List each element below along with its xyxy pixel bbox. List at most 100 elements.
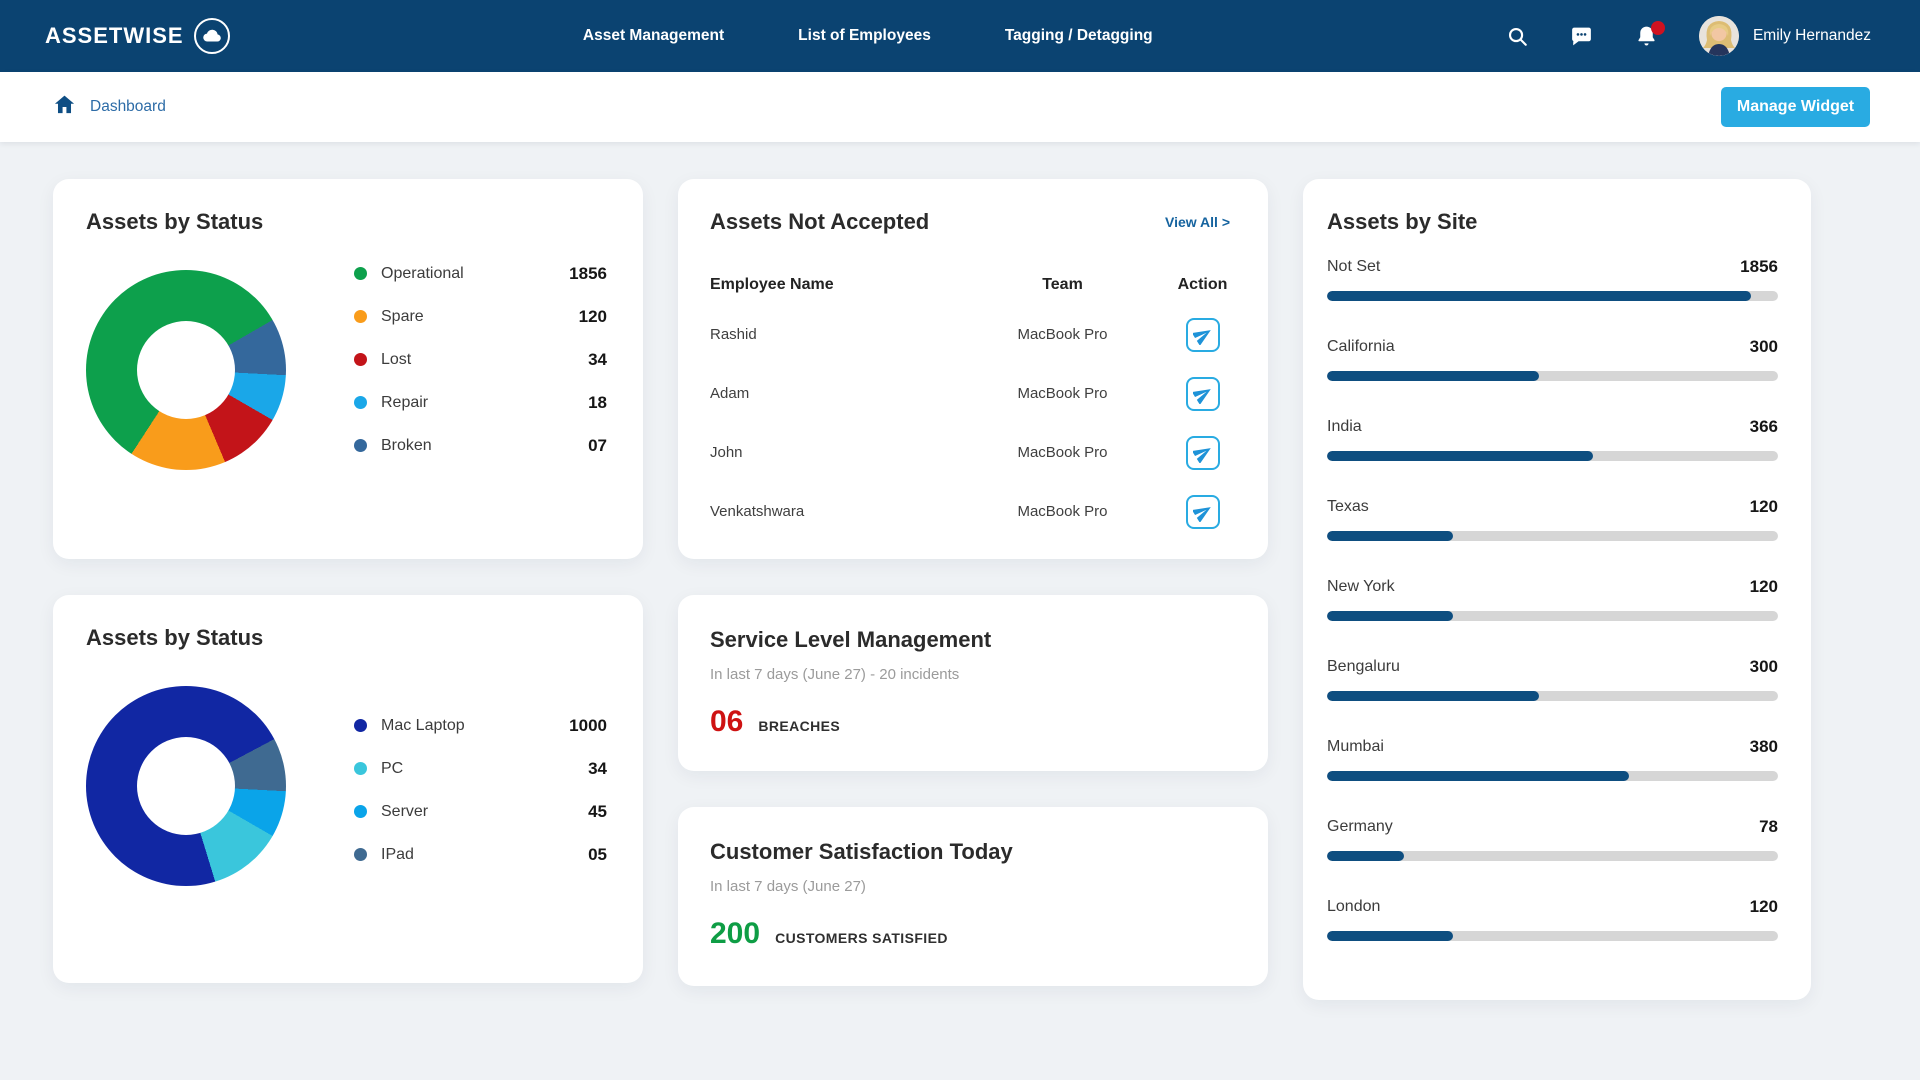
card-title: Assets by Site — [1327, 209, 1478, 234]
legend-item: PC 34 — [354, 747, 607, 790]
breadcrumb-label[interactable]: Dashboard — [90, 98, 166, 115]
table-row: Adam MacBook Pro — [710, 364, 1230, 423]
progress-track — [1327, 451, 1778, 461]
site-label: Mumbai — [1327, 738, 1384, 755]
messages-icon[interactable] — [1569, 24, 1594, 49]
legend-dot — [354, 310, 367, 323]
site-value: 78 — [1759, 817, 1778, 836]
site-value: 300 — [1749, 657, 1778, 676]
send-asset-button[interactable] — [1185, 376, 1220, 411]
breaches-label: BREACHES — [758, 718, 841, 734]
table-row: Rashid MacBook Pro — [710, 305, 1230, 364]
legend-value: 18 — [588, 392, 607, 412]
site-row: Bengaluru 300 — [1327, 657, 1778, 737]
legend-value: 07 — [588, 435, 607, 455]
column-header-action: Action — [1177, 276, 1228, 293]
customers-satisfied-count: 200 — [710, 917, 761, 950]
progress-track — [1327, 531, 1778, 541]
site-row: New York 120 — [1327, 577, 1778, 657]
progress-fill — [1327, 931, 1454, 941]
manage-widget-button[interactable]: Manage Widget — [1721, 87, 1870, 127]
column-header-employee-name: Employee Name — [710, 276, 834, 293]
legend-label: Spare — [381, 307, 424, 325]
legend-value: 1856 — [569, 263, 607, 283]
progress-fill — [1327, 451, 1594, 461]
assets-by-status-donut-1 — [86, 270, 286, 470]
table-row: Venkatshwara MacBook Pro — [710, 482, 1230, 541]
breaches-count: 06 — [710, 705, 744, 738]
site-row: Germany 78 — [1327, 817, 1778, 897]
site-row: Texas 120 — [1327, 497, 1778, 577]
progress-fill — [1327, 691, 1539, 701]
site-value: 120 — [1749, 897, 1778, 916]
site-row: India 366 — [1327, 417, 1778, 497]
send-asset-button[interactable] — [1185, 317, 1220, 352]
employee-name: Venkatshwara — [710, 503, 805, 520]
site-label: Not Set — [1327, 258, 1381, 275]
legend-dot — [354, 762, 367, 775]
table-row: John MacBook Pro — [710, 423, 1230, 482]
site-value: 120 — [1749, 577, 1778, 596]
legend-item: Broken 07 — [354, 424, 607, 467]
legend-item: Repair 18 — [354, 381, 607, 424]
site-value: 120 — [1749, 497, 1778, 516]
send-asset-button[interactable] — [1185, 435, 1220, 470]
card-title: Customer Satisfaction Today — [710, 839, 1013, 864]
site-row: Not Set 1856 — [1327, 257, 1778, 337]
nav-item-asset-management[interactable]: Asset Management — [582, 27, 725, 44]
view-all-link[interactable]: View All > — [1165, 214, 1230, 230]
legend-label: PC — [381, 759, 404, 777]
donut-hole — [137, 321, 235, 419]
site-value: 300 — [1749, 337, 1778, 356]
progress-track — [1327, 851, 1778, 861]
legend-label: Server — [381, 802, 429, 820]
primary-nav: Asset Management List of Employees Taggi… — [230, 27, 1506, 45]
brand[interactable]: ASSETWISE e — [45, 18, 230, 54]
nav-item-list-of-employees[interactable]: List of Employees — [798, 27, 931, 44]
user-name: Emily Hernandez — [1752, 27, 1871, 44]
site-row: California 300 — [1327, 337, 1778, 417]
breadcrumb[interactable]: Dashboard — [53, 93, 166, 121]
site-label: New York — [1327, 578, 1395, 595]
top-navbar: ASSETWISE e Asset Management List of Emp… — [0, 0, 1920, 72]
avatar — [1698, 16, 1739, 56]
user-menu[interactable]: Emily Hernandez — [1698, 16, 1871, 56]
progress-fill — [1327, 371, 1539, 381]
employee-team: MacBook Pro — [1017, 444, 1108, 461]
progress-track — [1327, 371, 1778, 381]
employee-team: MacBook Pro — [1017, 503, 1108, 520]
card-subtitle: In last 7 days (June 27) - 20 incidents — [710, 666, 960, 683]
customers-satisfied-label: CUSTOMERS SATISFIED — [775, 930, 948, 946]
site-label: India — [1327, 418, 1362, 435]
service-level-management-card: Service Level Management In last 7 days … — [678, 595, 1268, 771]
assets-by-status-card-1: Assets by Status Operational 1856 Spare … — [53, 179, 643, 559]
legend-item: Server 45 — [354, 790, 607, 833]
table-header-row: Employee Name Team Action — [710, 265, 1230, 305]
legend-dot — [354, 719, 367, 732]
dashboard-content: Assets by Status Operational 1856 Spare … — [0, 142, 1920, 1000]
site-list: Not Set 1856 California 300 India 36 — [1327, 257, 1778, 977]
legend-dot — [354, 805, 367, 818]
cloud-logo-icon: e — [193, 18, 230, 54]
legend-item: Operational 1856 — [354, 252, 607, 295]
card-subtitle: In last 7 days (June 27) — [710, 878, 866, 895]
legend-item: Spare 120 — [354, 295, 607, 338]
notifications-bell-icon[interactable] — [1634, 20, 1665, 49]
site-row: London 120 — [1327, 897, 1778, 977]
nav-item-tagging-detagging[interactable]: Tagging / Detagging — [1004, 27, 1153, 44]
employee-team: MacBook Pro — [1017, 385, 1108, 402]
nav-utilities: Emily Hernandez — [1506, 16, 1871, 56]
progress-track — [1327, 771, 1778, 781]
legend-label: Mac Laptop — [381, 716, 465, 734]
customer-satisfaction-card: Customer Satisfaction Today In last 7 da… — [678, 807, 1268, 986]
brand-name: ASSETWISE — [45, 23, 184, 48]
donut-legend: Operational 1856 Spare 120 Lost 34 — [354, 252, 607, 467]
legend-value: 1000 — [569, 715, 607, 735]
card-title: Assets by Status — [86, 625, 264, 650]
site-label: Germany — [1327, 818, 1393, 835]
legend-value: 34 — [588, 349, 607, 369]
search-icon[interactable] — [1506, 25, 1529, 48]
send-asset-button[interactable] — [1185, 494, 1220, 529]
home-icon — [53, 93, 76, 121]
legend-value: 120 — [578, 306, 607, 326]
